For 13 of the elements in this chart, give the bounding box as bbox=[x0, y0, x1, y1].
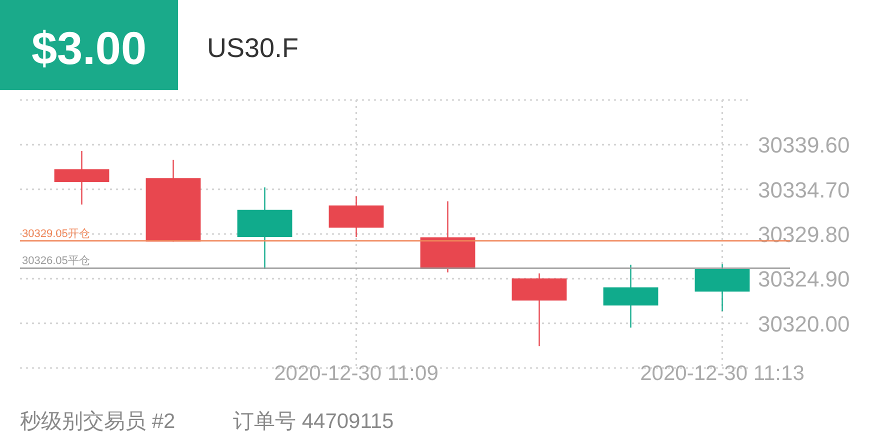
chart-subtitle: $3.00 bbox=[31, 22, 147, 74]
y-tick-label: 30329.80 bbox=[758, 222, 850, 247]
text: 订单号 44709115 bbox=[233, 410, 394, 433]
chart-title: US30.F bbox=[207, 33, 299, 63]
y-tick-label: 30320.00 bbox=[758, 311, 850, 336]
y-tick-label: 30334.70 bbox=[758, 177, 850, 202]
y-tick-label: 30339.60 bbox=[758, 132, 850, 158]
x-tick-label: 2020-12-30 11:09 bbox=[274, 362, 438, 385]
x-tick-label: 2020-12-30 11:13 bbox=[640, 362, 804, 385]
y-tick-label: 30324.90 bbox=[758, 266, 850, 292]
ref-line-label: 30329.05开仓 bbox=[22, 228, 90, 240]
text: 秒级别交易员 #2 bbox=[20, 410, 176, 433]
ref-line-label: 30326.05平仓 bbox=[22, 255, 90, 268]
